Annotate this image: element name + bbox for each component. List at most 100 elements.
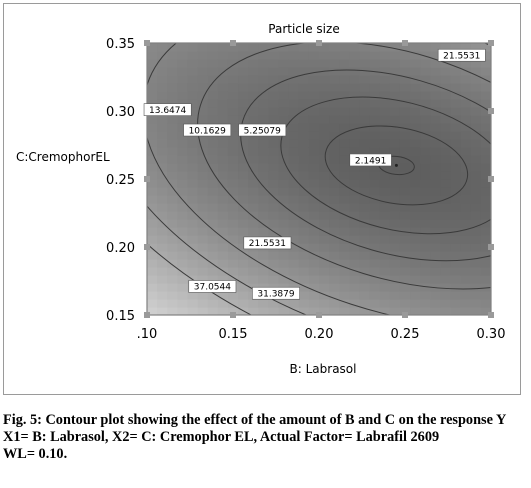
contour-cell bbox=[167, 147, 178, 156]
contour-cell bbox=[399, 67, 411, 76]
contour-cell bbox=[319, 147, 330, 156]
contour-cell bbox=[359, 67, 371, 76]
contour-cell bbox=[389, 211, 401, 220]
contour-cell bbox=[248, 83, 259, 92]
contour-cell bbox=[238, 179, 249, 188]
contour-cell bbox=[440, 203, 452, 212]
contour-cell bbox=[379, 171, 391, 180]
contour-cell bbox=[288, 67, 300, 76]
contour-cell bbox=[157, 283, 168, 292]
contour-cell bbox=[288, 43, 300, 52]
contour-cell bbox=[470, 107, 482, 116]
contour-cell bbox=[440, 43, 452, 52]
contour-cell bbox=[288, 187, 300, 196]
contour-cell bbox=[278, 43, 290, 52]
contour-cell bbox=[227, 91, 239, 100]
contour-cell bbox=[420, 235, 431, 244]
contour-cell bbox=[420, 251, 431, 260]
contour-cell bbox=[248, 115, 259, 124]
contour-cell bbox=[147, 203, 158, 212]
contour-cell bbox=[207, 171, 219, 180]
contour-cell bbox=[430, 227, 442, 236]
contour-cell bbox=[227, 179, 239, 188]
contour-cell bbox=[410, 291, 421, 300]
contour-cell bbox=[379, 107, 391, 116]
contour-cell bbox=[319, 291, 330, 300]
contour-cell bbox=[410, 115, 421, 124]
contour-cell bbox=[379, 139, 391, 148]
contour-cell bbox=[440, 75, 452, 84]
contour-cell bbox=[207, 291, 219, 300]
contour-cell bbox=[440, 211, 452, 220]
contour-cell bbox=[369, 179, 381, 188]
contour-cell bbox=[187, 67, 199, 76]
contour-cell bbox=[308, 235, 320, 244]
contour-cell bbox=[359, 267, 371, 276]
contour-cell bbox=[248, 171, 259, 180]
contour-cell bbox=[268, 59, 280, 68]
contour-cell bbox=[177, 171, 189, 180]
contour-cell bbox=[410, 147, 421, 156]
contour-cell bbox=[288, 267, 300, 276]
contour-cell bbox=[258, 83, 270, 92]
contour-cell bbox=[440, 267, 452, 276]
contour-cell bbox=[359, 179, 371, 188]
contour-cell bbox=[339, 67, 350, 76]
contour-cell bbox=[440, 283, 452, 292]
contour-cell bbox=[329, 147, 340, 156]
contour-cell bbox=[410, 187, 421, 196]
contour-cell bbox=[187, 171, 199, 180]
contour-cell bbox=[157, 179, 168, 188]
contour-cell bbox=[298, 243, 310, 252]
contour-cell bbox=[227, 83, 239, 92]
contour-cell bbox=[369, 91, 381, 100]
contour-cell bbox=[187, 155, 199, 164]
contour-cell bbox=[248, 187, 259, 196]
contour-cell bbox=[349, 235, 361, 244]
contour-cell bbox=[470, 275, 482, 284]
contour-cell bbox=[420, 219, 431, 228]
contour-cell bbox=[217, 155, 229, 164]
contour-cell bbox=[258, 115, 270, 124]
contour-cell bbox=[339, 179, 350, 188]
contour-cell bbox=[298, 83, 310, 92]
contour-cell bbox=[410, 83, 421, 92]
contour-cell bbox=[308, 307, 320, 315]
contour-cell bbox=[420, 275, 431, 284]
contour-cell bbox=[187, 115, 199, 124]
contour-cell bbox=[298, 251, 310, 260]
contour-cell bbox=[177, 147, 189, 156]
contour-cell bbox=[329, 155, 340, 164]
contour-label: 2.1491 bbox=[355, 156, 387, 166]
contour-cell bbox=[329, 187, 340, 196]
contour-cell bbox=[399, 259, 411, 268]
contour-cell bbox=[460, 155, 472, 164]
contour-cell bbox=[379, 291, 391, 300]
contour-cell bbox=[430, 243, 442, 252]
contour-cell bbox=[470, 91, 482, 100]
contour-cell bbox=[288, 203, 300, 212]
contour-cell bbox=[329, 227, 340, 236]
y-tick-mark-right bbox=[488, 40, 494, 46]
contour-cell bbox=[460, 291, 472, 300]
contour-cell bbox=[420, 163, 431, 172]
contour-cell bbox=[319, 163, 330, 172]
contour-cell bbox=[227, 171, 239, 180]
contour-cell bbox=[389, 195, 401, 204]
contour-cell bbox=[399, 211, 411, 220]
contour-cell bbox=[399, 227, 411, 236]
contour-cell bbox=[329, 251, 340, 260]
contour-cell bbox=[157, 187, 168, 196]
contour-cell bbox=[470, 155, 482, 164]
contour-cell bbox=[308, 123, 320, 132]
contour-cell bbox=[187, 51, 199, 60]
contour-cell bbox=[470, 227, 482, 236]
contour-cell bbox=[329, 51, 340, 60]
contour-cell bbox=[399, 299, 411, 308]
contour-cell bbox=[389, 51, 401, 60]
contour-cell bbox=[420, 307, 431, 315]
contour-cell bbox=[197, 171, 209, 180]
contour-cell bbox=[369, 59, 381, 68]
contour-cell bbox=[248, 203, 259, 212]
contour-cell bbox=[157, 115, 168, 124]
